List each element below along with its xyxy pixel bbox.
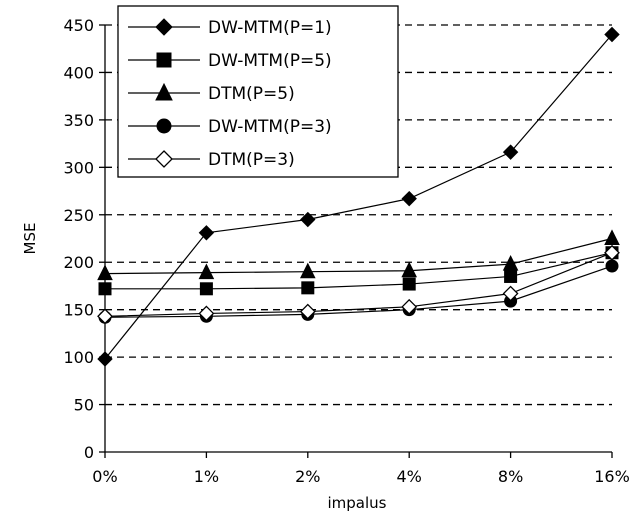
x-axis-label: impalus [328,494,387,512]
legend-entry: DTM(P=5) [128,82,295,104]
y-tick-label: 300 [63,158,94,177]
legend-entry: DTM(P=3) [128,150,295,170]
data-point [300,211,316,228]
legend-label: DTM(P=3) [208,150,295,170]
x-tick-label: 1% [194,467,219,486]
x-tick-label: 4% [397,467,422,486]
x-tick-label: 0% [92,467,117,486]
series-group [97,26,620,367]
series-lines [97,26,620,367]
data-point [155,18,173,36]
data-point [401,298,418,315]
data-point [504,269,518,283]
data-point [156,52,172,68]
y-axis-label: MSE [21,223,39,255]
legend-entry: DW-MTM(P=1) [128,18,332,38]
data-point [502,255,519,271]
x-tick-labels: 0% 1% 2% 4% 8% 16% [92,452,630,486]
series-line [105,252,613,290]
data-point [604,26,620,43]
series-line [104,237,613,275]
data-point [502,144,519,160]
series-group [97,244,620,325]
data-point [97,264,113,281]
legend-label: DW-MTM(P=1) [208,18,332,38]
x-tick-label: 16% [594,467,630,486]
legend-label: DW-MTM(P=3) [208,117,332,137]
y-tick-labels: 0 50 100 150 200 250 300 350 400 450 [63,16,105,462]
data-point [605,259,619,273]
y-tick-label: 450 [63,16,94,35]
series-line [104,252,613,317]
legend-label: DW-MTM(P=5) [208,51,332,71]
data-point [299,262,316,279]
y-tick-label: 400 [63,63,94,82]
series-group [97,229,620,281]
legend-entry: DW-MTM(P=5) [128,51,332,71]
data-point [502,285,519,302]
data-point [155,82,173,101]
x-tick-label: 2% [295,467,320,486]
x-tick-label: 8% [498,467,523,486]
y-tick-label: 0 [84,443,94,462]
data-point [97,351,113,367]
y-tick-label: 350 [63,111,94,130]
data-point [299,303,316,320]
axes [104,25,612,453]
data-point [199,282,213,296]
y-tick-label: 50 [74,396,94,415]
legend-label: DTM(P=5) [208,84,295,104]
data-point [401,261,418,278]
legend: DW-MTM(P=1) DW-MTM(P=5) DTM(P=5) DW-MTM(P=3… [117,5,399,178]
data-point [198,263,215,280]
y-tick-label: 100 [63,348,94,367]
data-point [156,118,172,134]
data-point [401,190,417,207]
y-tick-label: 250 [63,206,94,225]
data-point [301,281,315,295]
data-point [604,229,620,245]
data-point [98,282,112,296]
data-point [198,305,215,322]
data-point [604,244,620,261]
y-tick-label: 150 [63,301,94,320]
data-point [155,150,173,168]
legend-entry: DW-MTM(P=3) [128,117,332,137]
data-point [97,308,113,325]
y-tick-label: 200 [63,253,94,272]
data-point [198,225,215,241]
series-line [104,265,613,318]
series-line [104,34,613,360]
data-point [402,277,416,291]
